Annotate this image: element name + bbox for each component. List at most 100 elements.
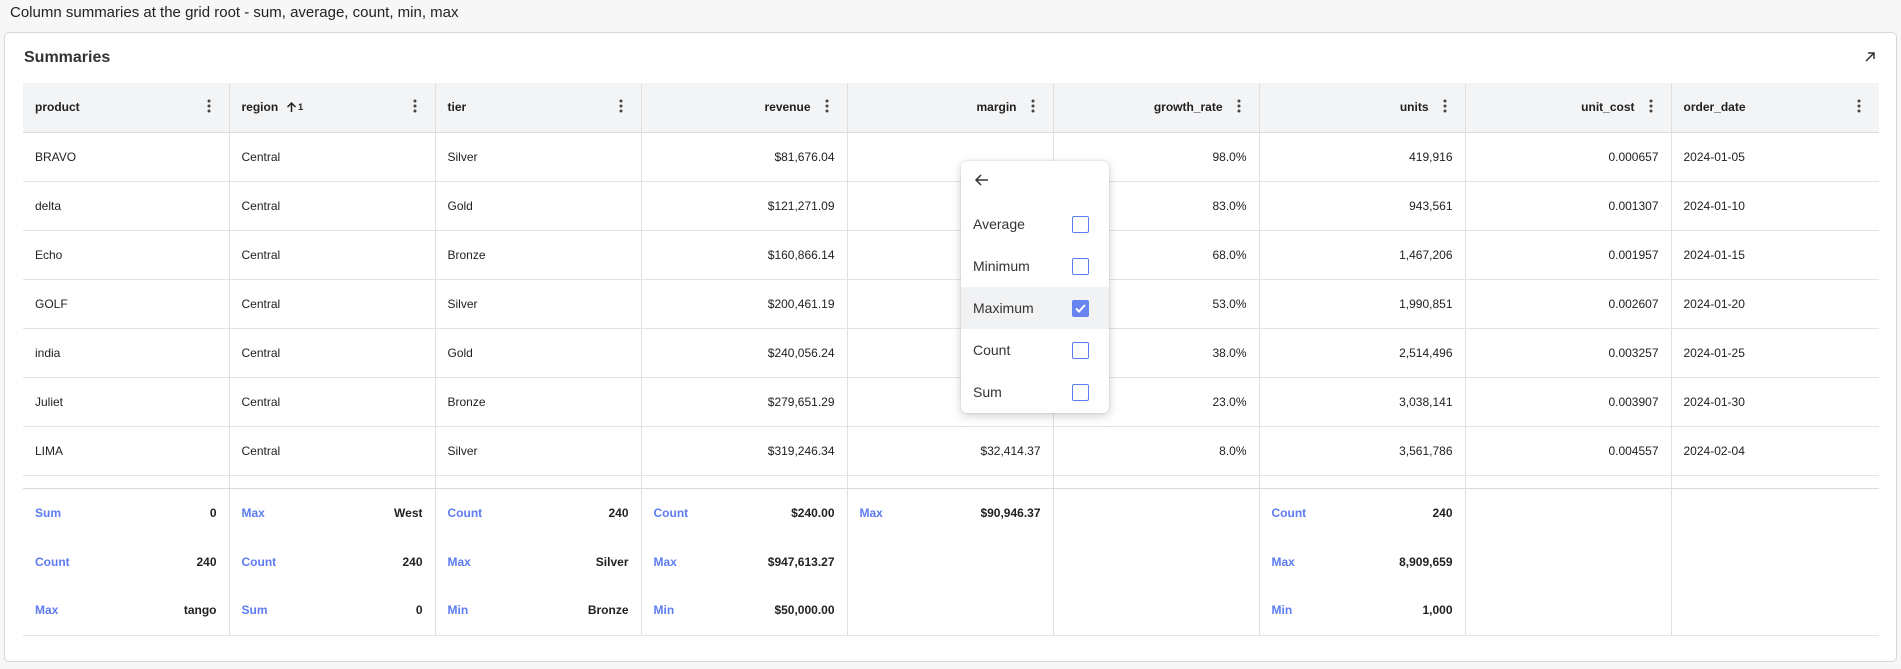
cell-revenue[interactable]: $240,056.24: [641, 328, 848, 378]
summary-option-average[interactable]: Average: [961, 203, 1109, 245]
column-header-growth-rate[interactable]: growth_rate: [1053, 83, 1260, 133]
checkbox[interactable]: [1072, 383, 1089, 401]
cell-units[interactable]: 3,038,141: [1259, 377, 1466, 427]
cell-product[interactable]: Juliet: [23, 377, 230, 427]
cell-order-date[interactable]: 2024-01-25: [1671, 328, 1879, 378]
summary-cell: [1465, 537, 1672, 586]
expand-icon[interactable]: [1860, 47, 1880, 67]
sort-ascending-icon[interactable]: 1: [286, 101, 303, 113]
cell-revenue[interactable]: $160,866.14: [641, 230, 848, 280]
summary-option-minimum[interactable]: Minimum: [961, 245, 1109, 287]
cell-tier[interactable]: Bronze: [435, 230, 642, 280]
column-header-unit-cost[interactable]: unit_cost: [1465, 83, 1672, 133]
cell-tier[interactable]: Silver: [435, 426, 642, 476]
column-header-units[interactable]: units: [1259, 83, 1466, 133]
cell-product[interactable]: delta: [23, 181, 230, 231]
cell-growth-rate[interactable]: 8.0%: [1053, 426, 1260, 476]
cell-tier[interactable]: Gold: [435, 328, 642, 378]
cell-tier[interactable]: Silver: [435, 279, 642, 329]
cell-order-date[interactable]: 2024-01-20: [1671, 279, 1879, 329]
cell-units[interactable]: 1,990,851: [1259, 279, 1466, 329]
column-header-tier[interactable]: tier: [435, 83, 642, 133]
summary-option-count[interactable]: Count: [961, 329, 1109, 371]
summary-option-maximum[interactable]: Maximum: [961, 287, 1109, 329]
checkbox[interactable]: [1072, 257, 1089, 275]
cell-unit-cost[interactable]: 0.001307: [1465, 181, 1672, 231]
cell-product[interactable]: india: [23, 328, 230, 378]
column-header-product[interactable]: product: [23, 83, 230, 133]
summary-row: Count 240 Count 240 Max Silver Max $947,613.27 M…: [23, 537, 1879, 586]
cell-revenue[interactable]: $121,271.09: [641, 181, 848, 231]
column-menu-icon[interactable]: [1231, 99, 1247, 115]
cell-region[interactable]: Central: [229, 328, 436, 378]
column-header-order-date[interactable]: order_date: [1671, 83, 1879, 133]
cell-unit-cost[interactable]: 0.002607: [1465, 279, 1672, 329]
column-menu-icon[interactable]: [1025, 99, 1041, 115]
cell-region[interactable]: Central: [229, 230, 436, 280]
checkbox-checked[interactable]: [1072, 299, 1089, 317]
checkbox[interactable]: [1072, 215, 1089, 233]
column-menu-icon[interactable]: [1437, 99, 1453, 115]
column-menu-icon[interactable]: [1643, 99, 1659, 115]
summary-label: Min: [1271, 603, 1293, 618]
cell-product[interactable]: GOLF: [23, 279, 230, 329]
table-row[interactable]: delta Central Gold $121,271.09 83.0% 943,561 0…: [23, 181, 1879, 231]
cell-tier[interactable]: Bronze: [435, 377, 642, 427]
cell-revenue[interactable]: $319,246.34: [641, 426, 848, 476]
cell-unit-cost[interactable]: 0.003257: [1465, 328, 1672, 378]
cell-product[interactable]: Echo: [23, 230, 230, 280]
cell-product[interactable]: BRAVO: [23, 132, 230, 182]
cell-units[interactable]: 2,514,496: [1259, 328, 1466, 378]
table-row[interactable]: Echo Central Bronze $160,866.14 68.0% 1,467,2…: [23, 230, 1879, 280]
column-menu-icon[interactable]: [407, 99, 423, 115]
column-menu-icon[interactable]: [201, 99, 217, 115]
cell-product[interactable]: LIMA: [23, 426, 230, 476]
summary-cell: [1053, 586, 1260, 636]
cell-order-date[interactable]: 2024-02-04: [1671, 426, 1879, 476]
summary-option-sum[interactable]: Sum: [961, 371, 1109, 413]
column-header-region[interactable]: region 1: [229, 83, 436, 133]
cell-tier[interactable]: Silver: [435, 132, 642, 182]
back-button[interactable]: [961, 161, 1109, 203]
column-menu-icon[interactable]: [1851, 99, 1867, 115]
checkbox[interactable]: [1072, 341, 1089, 359]
summary-value: 8,909,659: [1399, 554, 1453, 569]
cell-region[interactable]: Central: [229, 279, 436, 329]
cell-units[interactable]: 943,561: [1259, 181, 1466, 231]
cell-units[interactable]: 419,916: [1259, 132, 1466, 182]
table-row[interactable]: JulietCentralBronze$279,651.29$14,559.37…: [23, 377, 1879, 427]
cell-region[interactable]: Central: [229, 426, 436, 476]
cell-unit-cost[interactable]: 0.004557: [1465, 426, 1672, 476]
cell-revenue[interactable]: $81,676.04: [641, 132, 848, 182]
cell-region[interactable]: Central: [229, 132, 436, 182]
summary-cell: Count 240: [229, 537, 436, 586]
cell-region[interactable]: Central: [229, 181, 436, 231]
table-row[interactable]: BRAVO Central Silver $81,676.04 98.0% 419,916…: [23, 132, 1879, 182]
column-menu-icon[interactable]: [819, 99, 835, 115]
column-header-revenue[interactable]: revenue: [641, 83, 848, 133]
cell-order-date[interactable]: 2024-01-30: [1671, 377, 1879, 427]
cell-margin[interactable]: $32,414.37: [847, 426, 1054, 476]
summary-cell: Sum 0: [23, 488, 230, 537]
table-row[interactable]: LIMA Central Silver $319,246.34 $32,414.37 8.…: [23, 426, 1879, 476]
column-header-label: growth_rate: [1153, 100, 1223, 115]
cell-units[interactable]: 1,467,206: [1259, 230, 1466, 280]
cell-revenue[interactable]: $279,651.29: [641, 377, 848, 427]
cell-unit-cost[interactable]: 0.003907: [1465, 377, 1672, 427]
cell-unit-cost[interactable]: 0.001957: [1465, 230, 1672, 280]
cell-order-date[interactable]: 2024-01-15: [1671, 230, 1879, 280]
cell-region[interactable]: Central: [229, 377, 436, 427]
cell-order-date[interactable]: 2024-01-10: [1671, 181, 1879, 231]
summary-option-label: Minimum: [973, 258, 1030, 274]
column-menu-icon[interactable]: [613, 99, 629, 115]
summary-value: $240.00: [791, 505, 835, 520]
cell-units[interactable]: 3,561,786: [1259, 426, 1466, 476]
table-row[interactable]: india Central Gold $240,056.24 38.0% 2,514,49…: [23, 328, 1879, 378]
cell-order-date[interactable]: 2024-01-05: [1671, 132, 1879, 182]
cell-revenue[interactable]: $200,461.19: [641, 279, 848, 329]
cell-tier[interactable]: Gold: [435, 181, 642, 231]
cell-unit-cost[interactable]: 0.000657: [1465, 132, 1672, 182]
column-header-margin[interactable]: margin: [847, 83, 1054, 133]
header-row: product region 1 tier revenue margin growth_ra…: [23, 83, 1879, 133]
table-row[interactable]: GOLF Central Silver $200,461.19 53.0% 1,990,8…: [23, 279, 1879, 329]
